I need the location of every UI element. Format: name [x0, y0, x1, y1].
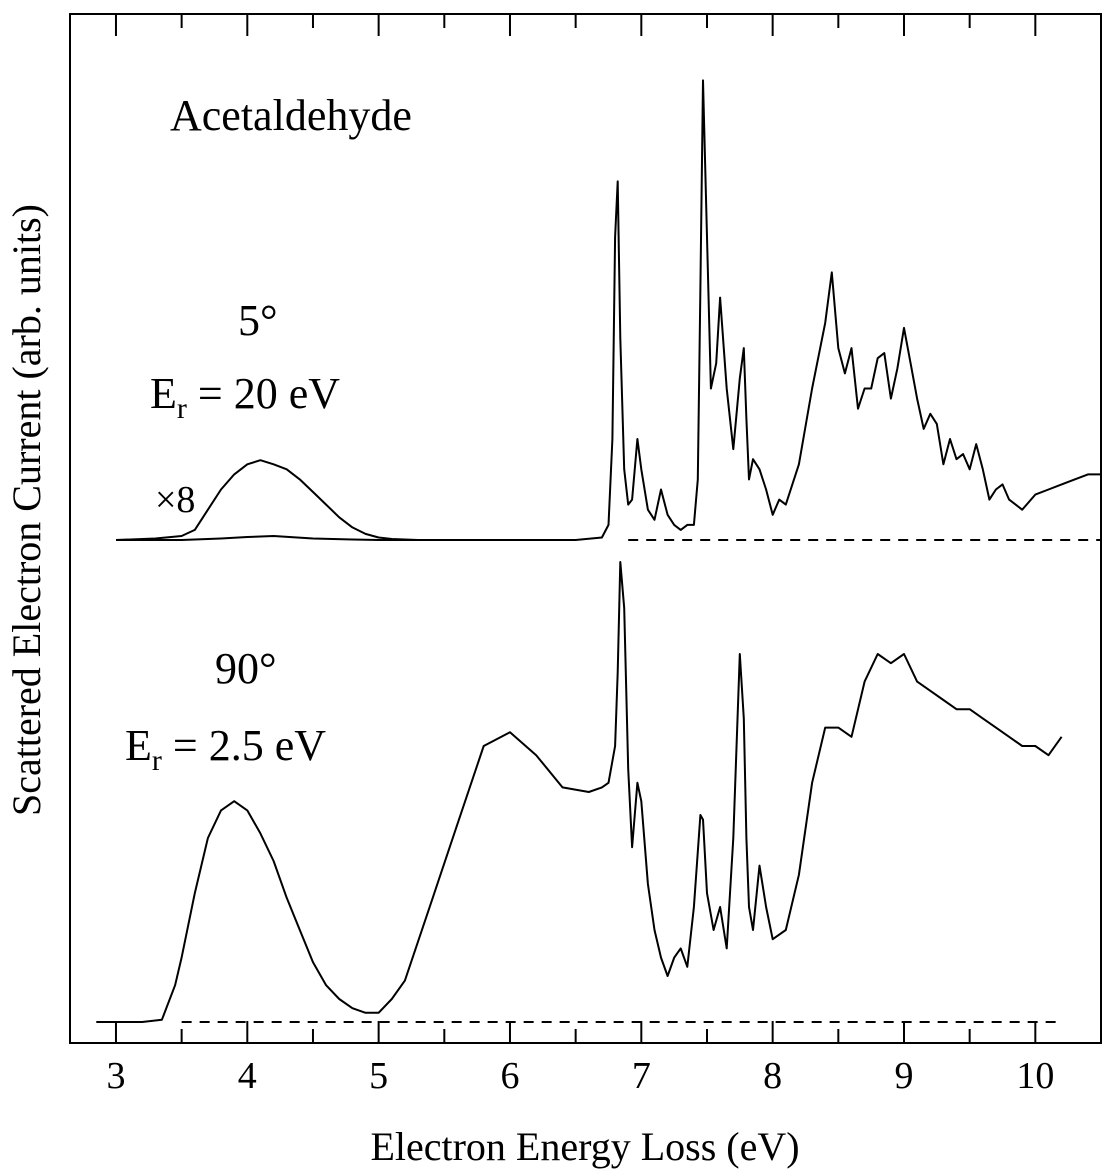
x-tick-label: 9 [894, 1055, 913, 1097]
energy-label-bottom: Er = 2.5 eV [125, 721, 326, 777]
x-tick-label: 5 [369, 1055, 388, 1097]
y-axis-title: Scattered Electron Current (arb. units) [4, 204, 49, 816]
spectrum-bottom-line [96, 561, 1063, 1023]
angle-label-top: 5° [238, 296, 278, 345]
spectrum-top-scaled-line [115, 459, 445, 541]
x-tick-label: 7 [632, 1055, 651, 1097]
x-tick-label: 8 [763, 1055, 782, 1097]
x-ticks [114, 14, 1102, 1043]
x-axis-title: Electron Energy Loss (eV) [370, 1124, 799, 1169]
energy-label-top: Er = 20 eV [150, 369, 340, 425]
spectrum-top-line [116, 79, 1101, 541]
scale-factor-label: ×8 [155, 479, 195, 521]
angle-label-bottom: 90° [215, 644, 277, 693]
x-tick-label: 10 [1016, 1055, 1054, 1097]
plot-frame [69, 13, 1102, 1044]
x-tick-label: 6 [500, 1055, 519, 1097]
molecule-label: Acetaldehyde [170, 91, 412, 140]
x-tick-label: 4 [238, 1055, 257, 1097]
x-tick-labels: 3 4 5 6 7 8 9 10 [106, 1055, 1054, 1097]
x-tick-label: 3 [106, 1055, 125, 1097]
spectra [96, 79, 1101, 1023]
